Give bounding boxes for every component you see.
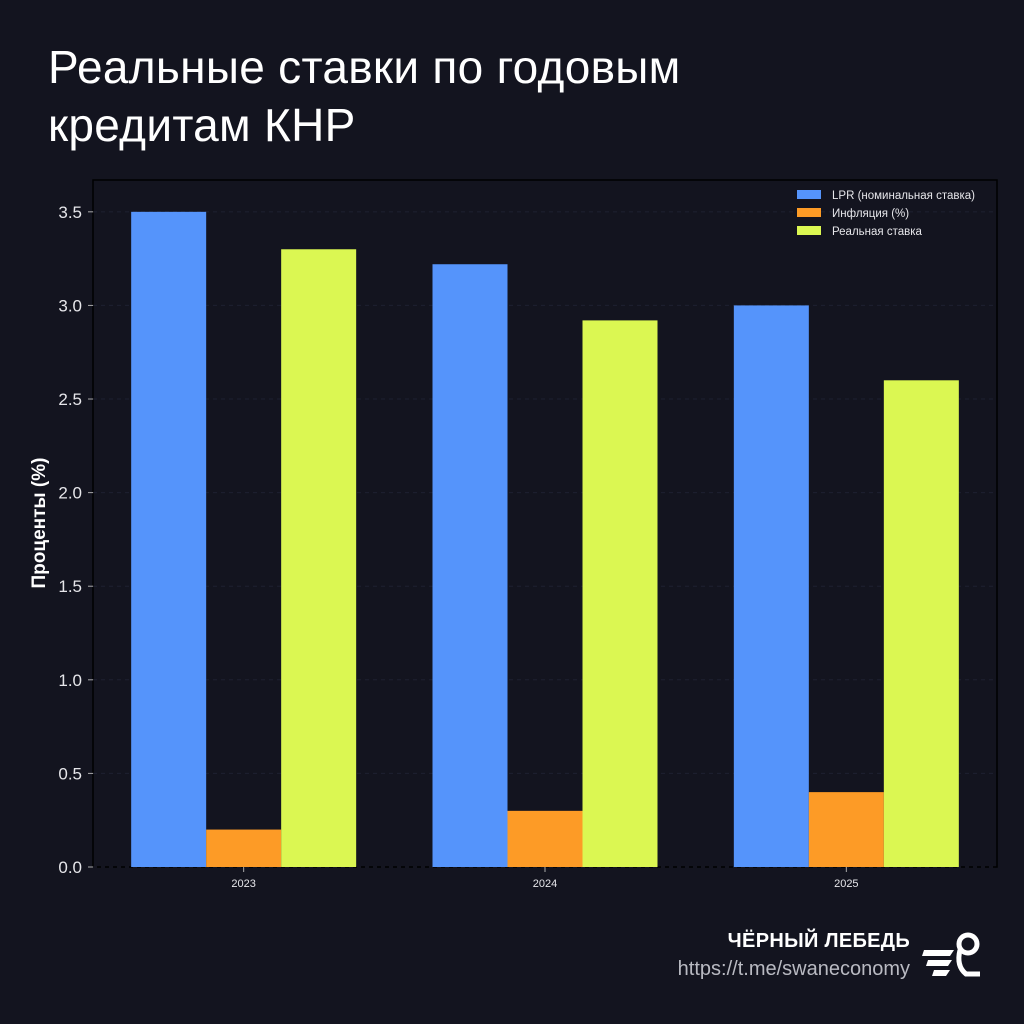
brand-url[interactable]: https://t.me/swaneconomy: [677, 958, 910, 980]
brand-name: ЧЁРНЫЙ ЛЕБЕДЬ: [727, 930, 910, 952]
bar-2024-1: [507, 810, 583, 867]
y-tick-label: 2.5: [58, 390, 82, 409]
y-tick-label: 3.5: [58, 203, 82, 222]
legend-swatch: [797, 190, 821, 199]
brand: ЧЁРНЫЙ ЛЕБЕДЬ https://t.me/swaneconomy: [678, 930, 910, 981]
legend-label: Реальная ставка: [832, 226, 923, 238]
legend-label: Инфляция (%): [832, 208, 909, 220]
y-tick-label: 0.5: [58, 764, 82, 783]
bar-2023-2: [281, 249, 357, 867]
legend-label: LPR (номинальная ставка): [832, 190, 975, 202]
bar-2025-0: [733, 305, 809, 867]
plot-frame: [92, 179, 998, 868]
y-tick-label: 1.5: [58, 577, 82, 596]
y-tick-label: 3.0: [58, 296, 82, 315]
bar-2025-2: [883, 380, 959, 867]
bar-2024-0: [432, 264, 508, 867]
swan-logo-icon: [922, 932, 980, 977]
bar-2024-2: [582, 320, 658, 867]
x-tick-label: 2024: [533, 878, 557, 890]
legend-swatch: [797, 208, 821, 217]
bar-2023-1: [206, 829, 282, 867]
page-title: Реальные ставки по годовым кредитам КНР: [48, 41, 681, 151]
legend-swatch: [797, 226, 821, 235]
y-tick-label: 0.0: [58, 858, 82, 877]
x-tick-label: 2025: [834, 878, 858, 890]
y-tick-label: 2.0: [58, 484, 82, 503]
y-axis-label: Проценты (%): [29, 458, 50, 589]
bar-2023-0: [131, 211, 207, 868]
y-tick-label: 1.0: [58, 671, 82, 690]
bar-2025-1: [808, 792, 884, 867]
x-tick-label: 2023: [231, 878, 255, 890]
